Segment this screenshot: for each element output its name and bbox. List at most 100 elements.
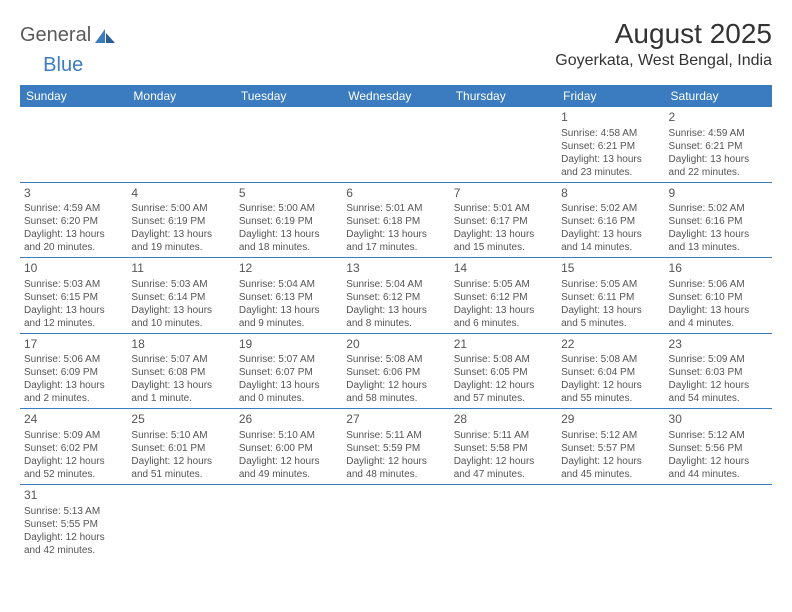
day-header: Monday [127,85,234,107]
day-number: 26 [239,412,338,428]
day-number: 14 [454,261,553,277]
cell-sunset: Sunset: 6:09 PM [24,366,123,379]
day-of-week-row: SundayMondayTuesdayWednesdayThursdayFrid… [20,85,772,107]
cell-d1: Daylight: 13 hours [131,379,230,392]
calendar-table: SundayMondayTuesdayWednesdayThursdayFrid… [20,85,772,560]
cell-sunrise: Sunrise: 5:12 AM [561,429,660,442]
day-number: 18 [131,337,230,353]
day-number: 20 [346,337,445,353]
day-number: 29 [561,412,660,428]
calendar-cell [20,107,127,182]
cell-sunset: Sunset: 5:59 PM [346,442,445,455]
cell-sunrise: Sunrise: 5:03 AM [131,278,230,291]
cell-d2: and 48 minutes. [346,468,445,481]
cell-sunrise: Sunrise: 5:11 AM [346,429,445,442]
cell-d2: and 18 minutes. [239,241,338,254]
cell-d1: Daylight: 13 hours [24,228,123,241]
cell-sunrise: Sunrise: 5:10 AM [131,429,230,442]
day-number: 6 [346,186,445,202]
cell-sunset: Sunset: 6:14 PM [131,291,230,304]
cell-d2: and 51 minutes. [131,468,230,481]
cell-sunrise: Sunrise: 5:00 AM [131,202,230,215]
cell-sunrise: Sunrise: 5:10 AM [239,429,338,442]
cell-d2: and 47 minutes. [454,468,553,481]
location: Goyerkata, West Bengal, India [555,52,772,70]
calendar-cell: 13Sunrise: 5:04 AMSunset: 6:12 PMDayligh… [342,258,449,334]
cell-d2: and 55 minutes. [561,392,660,405]
cell-d2: and 12 minutes. [24,317,123,330]
cell-sunrise: Sunrise: 5:02 AM [669,202,768,215]
cell-d2: and 1 minute. [131,392,230,405]
calendar-cell: 21Sunrise: 5:08 AMSunset: 6:05 PMDayligh… [450,333,557,409]
cell-sunrise: Sunrise: 5:08 AM [561,353,660,366]
cell-sunrise: Sunrise: 5:05 AM [454,278,553,291]
cell-d2: and 5 minutes. [561,317,660,330]
cell-d2: and 54 minutes. [669,392,768,405]
calendar-cell: 7Sunrise: 5:01 AMSunset: 6:17 PMDaylight… [450,182,557,258]
calendar-cell [557,484,664,559]
cell-d1: Daylight: 13 hours [239,379,338,392]
cell-sunset: Sunset: 6:18 PM [346,215,445,228]
cell-sunset: Sunset: 6:20 PM [24,215,123,228]
cell-sunset: Sunset: 6:13 PM [239,291,338,304]
cell-sunset: Sunset: 6:00 PM [239,442,338,455]
cell-d1: Daylight: 13 hours [454,304,553,317]
calendar-cell: 3Sunrise: 4:59 AMSunset: 6:20 PMDaylight… [20,182,127,258]
calendar-cell: 31Sunrise: 5:13 AMSunset: 5:55 PMDayligh… [20,484,127,559]
cell-d2: and 57 minutes. [454,392,553,405]
calendar-cell: 11Sunrise: 5:03 AMSunset: 6:14 PMDayligh… [127,258,234,334]
cell-sunrise: Sunrise: 5:09 AM [24,429,123,442]
calendar-cell [127,484,234,559]
cell-sunset: Sunset: 6:03 PM [669,366,768,379]
cell-d1: Daylight: 13 hours [239,228,338,241]
day-header: Tuesday [235,85,342,107]
cell-sunrise: Sunrise: 5:03 AM [24,278,123,291]
cell-d2: and 58 minutes. [346,392,445,405]
day-number: 17 [24,337,123,353]
cell-d1: Daylight: 12 hours [669,455,768,468]
calendar-cell: 15Sunrise: 5:05 AMSunset: 6:11 PMDayligh… [557,258,664,334]
cell-d2: and 52 minutes. [24,468,123,481]
cell-d1: Daylight: 12 hours [346,455,445,468]
cell-d2: and 4 minutes. [669,317,768,330]
sail-icon [93,27,117,45]
cell-sunrise: Sunrise: 5:06 AM [669,278,768,291]
cell-d1: Daylight: 13 hours [669,228,768,241]
calendar-cell: 20Sunrise: 5:08 AMSunset: 6:06 PMDayligh… [342,333,449,409]
cell-sunset: Sunset: 6:01 PM [131,442,230,455]
day-number: 2 [669,110,768,126]
cell-d2: and 9 minutes. [239,317,338,330]
calendar-cell: 23Sunrise: 5:09 AMSunset: 6:03 PMDayligh… [665,333,772,409]
cell-d1: Daylight: 12 hours [346,379,445,392]
calendar-cell: 5Sunrise: 5:00 AMSunset: 6:19 PMDaylight… [235,182,342,258]
cell-d1: Daylight: 13 hours [669,153,768,166]
cell-sunset: Sunset: 6:19 PM [239,215,338,228]
day-number: 1 [561,110,660,126]
calendar-cell: 2Sunrise: 4:59 AMSunset: 6:21 PMDaylight… [665,107,772,182]
cell-d1: Daylight: 13 hours [346,228,445,241]
calendar-cell [235,107,342,182]
cell-sunrise: Sunrise: 4:59 AM [669,127,768,140]
calendar-row: 10Sunrise: 5:03 AMSunset: 6:15 PMDayligh… [20,258,772,334]
cell-d1: Daylight: 12 hours [561,455,660,468]
day-header: Sunday [20,85,127,107]
cell-sunrise: Sunrise: 5:01 AM [454,202,553,215]
cell-sunset: Sunset: 5:58 PM [454,442,553,455]
calendar-cell [342,484,449,559]
cell-d2: and 45 minutes. [561,468,660,481]
cell-sunrise: Sunrise: 4:59 AM [24,202,123,215]
cell-d1: Daylight: 13 hours [561,153,660,166]
cell-sunrise: Sunrise: 5:11 AM [454,429,553,442]
calendar-cell: 24Sunrise: 5:09 AMSunset: 6:02 PMDayligh… [20,409,127,485]
day-number: 9 [669,186,768,202]
cell-sunset: Sunset: 6:02 PM [24,442,123,455]
cell-sunset: Sunset: 6:07 PM [239,366,338,379]
cell-sunrise: Sunrise: 5:04 AM [346,278,445,291]
cell-sunset: Sunset: 5:57 PM [561,442,660,455]
day-number: 7 [454,186,553,202]
day-number: 21 [454,337,553,353]
calendar-cell [450,107,557,182]
day-number: 4 [131,186,230,202]
calendar-cell: 22Sunrise: 5:08 AMSunset: 6:04 PMDayligh… [557,333,664,409]
calendar-cell: 17Sunrise: 5:06 AMSunset: 6:09 PMDayligh… [20,333,127,409]
